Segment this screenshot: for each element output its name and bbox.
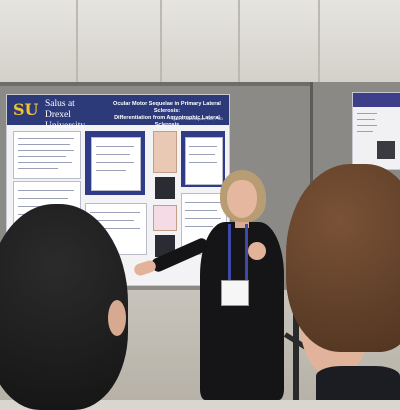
presenter-face — [227, 180, 257, 218]
viewer-head-right — [286, 164, 400, 352]
poster-section — [185, 137, 223, 185]
text-line — [357, 125, 377, 126]
name-badge — [221, 280, 249, 306]
poster-section — [91, 137, 141, 191]
exhibit-hall-wall — [0, 0, 400, 85]
wall-column — [238, 0, 240, 85]
text-line — [96, 170, 126, 171]
presenter-dress — [200, 222, 284, 400]
text-line — [96, 146, 134, 147]
text-line — [90, 212, 140, 213]
text-line — [18, 150, 74, 151]
text-line — [357, 131, 373, 132]
text-line — [96, 162, 134, 163]
text-line — [357, 119, 375, 120]
poster-author: Lynn E Greenspan, OD, PhD — [171, 116, 223, 121]
viewer-head-left — [0, 204, 128, 410]
text-line — [185, 202, 221, 203]
wall-column — [76, 0, 78, 85]
lanyard — [228, 224, 248, 282]
text-line — [357, 113, 377, 114]
diagram-figure — [153, 205, 177, 231]
text-line — [185, 218, 221, 219]
poster-section — [13, 131, 81, 179]
text-line — [18, 190, 74, 191]
wall-column — [160, 0, 162, 85]
wall-column — [318, 0, 320, 85]
text-line — [189, 146, 217, 147]
presenter-hand — [248, 242, 266, 260]
anatomy-figure — [153, 131, 177, 173]
text-line — [18, 138, 74, 139]
text-line — [18, 156, 66, 157]
text-line — [90, 220, 134, 221]
university-logo: SU — [13, 100, 39, 119]
text-line — [96, 154, 130, 155]
text-line — [185, 226, 213, 227]
neighbor-poster — [352, 92, 400, 170]
text-line — [189, 154, 215, 155]
poster-header — [353, 93, 400, 107]
text-line — [18, 162, 72, 163]
text-line — [90, 228, 140, 229]
viewer-ear — [108, 300, 126, 336]
viewer-collar — [316, 366, 400, 400]
poster-title: Ocular Motor Sequelae in Primary Lateral… — [113, 101, 221, 128]
poster-header: SU Salus at Drexel University Ocular Mot… — [7, 95, 229, 131]
text-line — [18, 198, 68, 199]
text-line — [185, 210, 217, 211]
scan-image — [155, 177, 175, 199]
university-name: Salus at Drexel University — [45, 99, 86, 131]
text-line — [189, 162, 217, 163]
text-line — [18, 144, 70, 145]
scan-image — [377, 141, 395, 159]
text-line — [18, 168, 58, 169]
